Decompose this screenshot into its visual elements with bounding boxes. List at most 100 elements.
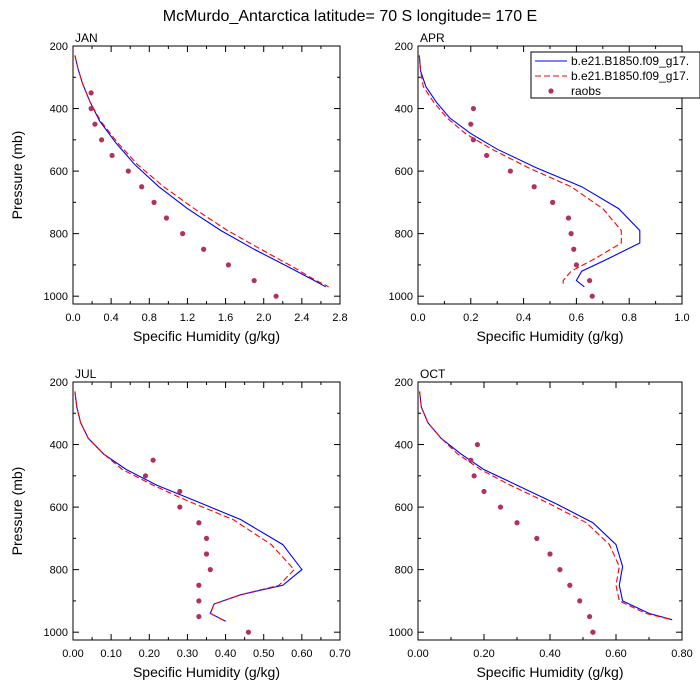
y-tick-label-jul: 800 xyxy=(50,565,68,577)
legend: b.e21.B1850.f09_g17.b.e21.B1850.f09_g17.… xyxy=(530,51,700,99)
legend-label: raobs xyxy=(571,84,601,98)
legend-box xyxy=(530,51,700,99)
model-line-solid-oct xyxy=(419,391,673,621)
raobs-point-jan xyxy=(88,90,94,96)
model-line-solid-jul xyxy=(74,391,303,622)
y-tick-label-oct: 400 xyxy=(395,440,413,452)
raobs-point-oct xyxy=(534,535,540,541)
plot-frame-oct xyxy=(417,381,683,641)
raobs-point-jan xyxy=(180,231,186,237)
y-tick-label-oct: 800 xyxy=(395,565,413,577)
raobs-point-apr xyxy=(531,184,537,190)
y-tick-label-apr: 1000 xyxy=(389,291,413,303)
raobs-point-jan xyxy=(273,293,279,299)
x-tick-label-oct: 0.20 xyxy=(473,648,494,660)
series-group-oct xyxy=(419,391,673,635)
raobs-point-jul xyxy=(150,457,156,463)
y-tick-label-jul: 1000 xyxy=(44,627,68,639)
raobs-point-oct xyxy=(514,520,520,526)
x-tick-label-apr: 0.6 xyxy=(569,312,584,324)
y-tick-label-jan: 400 xyxy=(50,104,68,116)
x-tick-label-jan: 1.2 xyxy=(180,312,195,324)
model-line-solid-apr xyxy=(418,55,641,288)
raobs-point-jan xyxy=(92,121,98,127)
model-line-solid-jan xyxy=(74,55,326,288)
x-tick-label-jul: 0.20 xyxy=(139,648,160,660)
x-tick-label-jul: 0.50 xyxy=(253,648,274,660)
y-axis-label-jan: Pressure (mb) xyxy=(9,131,25,220)
y-tick-label-jan: 800 xyxy=(50,229,68,241)
panel-title-oct: OCT xyxy=(420,367,446,381)
x-tick-label-jan: 0.4 xyxy=(103,312,118,324)
raobs-point-jan xyxy=(163,215,170,221)
raobs-point-oct xyxy=(587,613,593,620)
raobs-point-oct xyxy=(547,551,553,557)
x-tick-label-oct: 0.80 xyxy=(671,648,692,660)
model-line-dashed-jul xyxy=(74,391,295,622)
panel-oct: OCT 0.00 0.20 0.40 0.60 0.80 200 400 600 800 1000 S… xyxy=(389,367,693,680)
y-tick-label-apr: 200 xyxy=(395,41,413,53)
panel-title-apr: APR xyxy=(420,31,445,45)
y-tick-label-oct: 200 xyxy=(395,377,413,389)
raobs-point-jan xyxy=(109,152,115,159)
y-tick-label-jul: 400 xyxy=(50,440,68,452)
raobs-point-apr xyxy=(571,246,577,252)
raobs-point-jan xyxy=(99,137,105,143)
panel-jul: JUL 0.00 0.10 0.20 0.30 0.40 0.50 0.60 0.70 200 40… xyxy=(9,367,351,680)
x-tick-label-oct: 0.60 xyxy=(605,648,626,660)
x-tick-label-jul: 0.10 xyxy=(100,648,121,660)
legend-label: b.e21.B1850.f09_g17. xyxy=(571,69,689,83)
model-line-dashed-jan xyxy=(74,55,329,288)
raobs-point-jul xyxy=(203,551,210,557)
x-tick-label-jan: 0.8 xyxy=(142,312,157,324)
raobs-point-apr xyxy=(484,152,490,159)
y-tick-label-jan: 600 xyxy=(50,166,68,178)
legend-swatch-raobs xyxy=(548,88,554,94)
x-tick-label-apr: 0.2 xyxy=(463,312,478,324)
raobs-point-jan xyxy=(151,199,157,205)
x-axis-label-oct: Specific Humidity (g/kg) xyxy=(476,664,623,680)
panels-group: JAN 0.0 0.4 0.8 1.2 1.6 2.0 2.4 2.8 200 400 600 800 1… xyxy=(9,31,693,680)
raobs-point-jul xyxy=(196,520,202,526)
raobs-point-jan xyxy=(125,168,131,174)
raobs-point-apr xyxy=(573,262,580,268)
model-line-dashed-apr xyxy=(418,55,622,287)
raobs-point-oct xyxy=(471,473,477,479)
plot-frame-jan xyxy=(72,45,341,305)
raobs-point-apr xyxy=(568,231,574,237)
raobs-point-oct xyxy=(468,457,474,463)
x-tick-label-jan: 1.6 xyxy=(218,312,233,324)
raobs-point-jul xyxy=(196,582,202,588)
x-tick-label-jan: 2.4 xyxy=(294,312,309,324)
raobs-point-oct xyxy=(590,629,596,635)
x-tick-label-apr: 1.0 xyxy=(674,312,689,324)
raobs-point-apr xyxy=(507,168,513,174)
x-tick-label-apr: 0.0 xyxy=(410,312,425,324)
x-tick-label-jan: 2.0 xyxy=(256,312,271,324)
x-axis-label-apr: Specific Humidity (g/kg) xyxy=(476,328,623,344)
raobs-point-jul xyxy=(177,488,183,495)
x-tick-label-jul: 0.40 xyxy=(215,648,236,660)
y-tick-label-jan: 1000 xyxy=(44,291,68,303)
raobs-point-jul xyxy=(203,535,210,541)
raobs-point-jul xyxy=(207,567,213,573)
raobs-point-oct xyxy=(557,567,563,573)
panel-title-jan: JAN xyxy=(75,31,98,45)
series-group-jul xyxy=(74,391,303,635)
raobs-point-apr xyxy=(589,293,595,299)
raobs-point-jan xyxy=(225,262,232,268)
raobs-point-jan xyxy=(139,184,145,190)
raobs-point-jul xyxy=(245,629,252,635)
y-tick-label-apr: 800 xyxy=(395,229,413,241)
figure-title: McMurdo_Antarctica latitude= 70 S longit… xyxy=(163,8,537,25)
y-axis-label-jul: Pressure (mb) xyxy=(9,467,25,556)
x-tick-label-jul: 0.30 xyxy=(177,648,198,660)
raobs-point-jul xyxy=(142,473,149,479)
y-tick-label-apr: 600 xyxy=(395,166,413,178)
x-tick-label-oct: 0.40 xyxy=(539,648,560,660)
model-line-dashed-oct xyxy=(419,391,673,621)
raobs-point-jul xyxy=(177,504,183,510)
x-axis-label-jan: Specific Humidity (g/kg) xyxy=(133,328,280,344)
y-tick-label-jul: 600 xyxy=(50,502,68,514)
panel-title-jul: JUL xyxy=(75,367,97,381)
